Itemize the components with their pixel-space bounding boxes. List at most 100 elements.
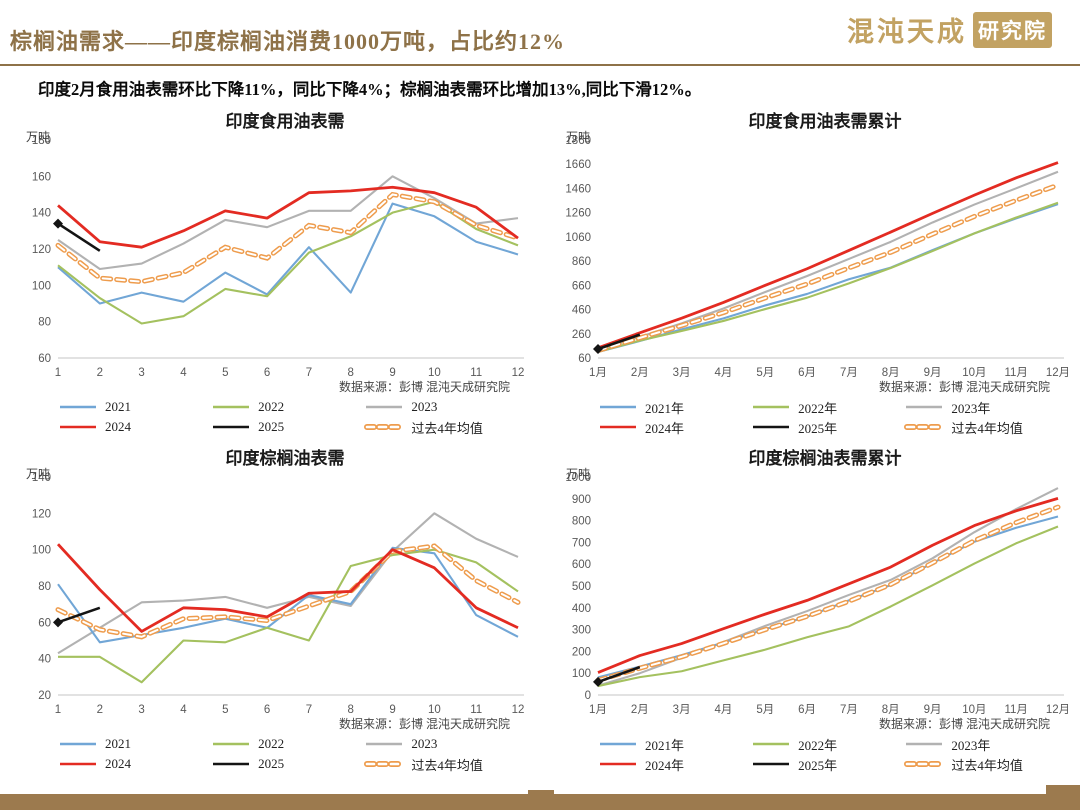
svg-text:6: 6: [264, 704, 270, 716]
legend-item: 2025: [211, 754, 364, 774]
svg-text:4月: 4月: [715, 704, 733, 716]
svg-text:20: 20: [38, 690, 51, 702]
legend-item: 2024年: [598, 754, 751, 774]
legend-label: 过去4年均值: [411, 757, 483, 773]
svg-text:0: 0: [585, 690, 591, 702]
chart-panel-palm-oil-monthly: 印度棕榈油表需 万吨 20 40 60 80 100 120 140 1 2 3 4 5 6 7 8 9 10 1…: [0, 441, 540, 778]
legend-swatch: [598, 402, 638, 412]
slide-header: 棕榈油需求——印度棕榈油消费1000万吨，占比约12% 混沌天成 研究院: [0, 0, 1080, 66]
line-chart: 60 260 460 660 860 1060 1260 1460 1660 1860 1月 2月 3月…: [565, 135, 1068, 379]
legend-swatch: [904, 402, 944, 412]
chart-title: 印度食用油表需累计: [748, 112, 902, 131]
legend-label: 2023年: [951, 400, 991, 416]
svg-text:9: 9: [389, 704, 395, 716]
legend-label: 2025: [258, 756, 285, 771]
svg-text:140: 140: [32, 472, 51, 484]
svg-text:3月: 3月: [673, 704, 691, 716]
svg-text:4: 4: [180, 367, 187, 379]
legend-swatch: [364, 739, 404, 749]
svg-text:3: 3: [138, 704, 144, 716]
legend-item: 2023年: [904, 397, 1057, 417]
svg-text:60: 60: [578, 353, 591, 365]
svg-text:100: 100: [32, 545, 51, 557]
legend-swatch: [904, 739, 944, 749]
svg-text:1260: 1260: [565, 208, 591, 220]
svg-text:100: 100: [572, 668, 591, 680]
legend-label: 2022年: [798, 400, 838, 416]
svg-text:60: 60: [38, 617, 51, 629]
chart-title: 印度食用油表需: [225, 112, 345, 131]
legend-label: 2024: [105, 756, 131, 771]
svg-text:6: 6: [264, 367, 270, 379]
svg-text:10: 10: [428, 367, 441, 379]
svg-text:1060: 1060: [565, 232, 591, 244]
data-source: 数据来源：彭博 混沌天成研究院: [878, 717, 1050, 731]
legend-swatch: [751, 759, 791, 769]
legend-item: 2022年: [751, 734, 904, 754]
legend-swatch: [364, 402, 404, 412]
svg-text:12: 12: [512, 704, 525, 716]
svg-text:1: 1: [55, 704, 61, 716]
svg-text:300: 300: [572, 625, 591, 637]
y-axis-unit-label: 万吨: [566, 130, 591, 144]
legend-swatch: [58, 759, 98, 769]
legend-label: 2022: [258, 736, 285, 751]
svg-text:1月: 1月: [589, 704, 607, 716]
legend-swatch: [751, 402, 791, 412]
svg-text:120: 120: [32, 244, 51, 256]
svg-text:2月: 2月: [631, 704, 649, 716]
svg-text:11: 11: [470, 367, 482, 379]
legend-label: 2025年: [798, 420, 838, 436]
footer-step-decoration: [528, 790, 554, 794]
legend-item: 过去4年均值: [364, 417, 517, 437]
svg-text:700: 700: [572, 537, 591, 549]
svg-text:7月: 7月: [840, 704, 858, 716]
svg-text:7月: 7月: [840, 367, 858, 379]
legend-swatch: [211, 402, 251, 412]
svg-text:600: 600: [572, 559, 591, 571]
y-axis-unit-label: 万吨: [26, 467, 51, 481]
legend-label: 过去4年均值: [411, 420, 483, 436]
legend-swatch: [904, 422, 945, 432]
legend-label: 2022年: [798, 737, 838, 753]
chart-legend: 2021 2022 2023 2024 2025 过去4年均值: [58, 734, 518, 774]
legend-label: 过去4年均值: [951, 757, 1023, 773]
svg-text:4: 4: [180, 704, 187, 716]
svg-text:180: 180: [32, 135, 51, 147]
svg-text:260: 260: [572, 329, 591, 341]
svg-text:460: 460: [572, 305, 591, 317]
svg-text:800: 800: [572, 516, 591, 528]
svg-text:6月: 6月: [798, 704, 816, 716]
svg-text:10月: 10月: [962, 367, 986, 379]
chart-panel-edible-oil-monthly: 印度食用油表需 万吨 60 80 100 120 140 160 180 1 2 3 4 5 6 7 8 9 1…: [0, 104, 540, 441]
svg-text:11月: 11月: [1004, 367, 1027, 379]
svg-text:2: 2: [97, 367, 103, 379]
legend-item: 2022: [211, 734, 364, 754]
footer-bar: [0, 794, 1080, 810]
y-axis-unit-label: 万吨: [566, 467, 591, 481]
legend-label: 2024年: [645, 420, 685, 436]
legend-label: 2021: [105, 399, 131, 414]
svg-text:5月: 5月: [756, 367, 774, 379]
legend-item: 2024: [58, 754, 211, 774]
svg-text:7: 7: [306, 704, 312, 716]
y-axis-unit-label: 万吨: [26, 130, 51, 144]
legend-swatch: [751, 739, 791, 749]
legend-label: 2024年: [645, 757, 685, 773]
svg-text:860: 860: [572, 256, 591, 268]
legend-item: 2021: [58, 734, 211, 754]
svg-text:12: 12: [512, 367, 525, 379]
svg-text:400: 400: [572, 603, 591, 615]
data-source: 数据来源：彭博 混沌天成研究院: [338, 380, 510, 394]
footer-corner-decoration: [1046, 785, 1080, 794]
legend-item: 2025年: [751, 417, 904, 437]
svg-text:10月: 10月: [962, 704, 986, 716]
svg-text:660: 660: [572, 280, 591, 292]
svg-text:160: 160: [32, 171, 51, 183]
svg-text:140: 140: [32, 208, 51, 220]
line-chart: 0 100 200 300 400 500 600 700 800 900 1000 1月 2月 3月 4月…: [565, 472, 1068, 716]
logo: 混沌天成 研究院: [847, 10, 1052, 49]
legend-swatch: [211, 759, 251, 769]
svg-text:8: 8: [348, 367, 354, 379]
svg-text:11: 11: [470, 704, 482, 716]
